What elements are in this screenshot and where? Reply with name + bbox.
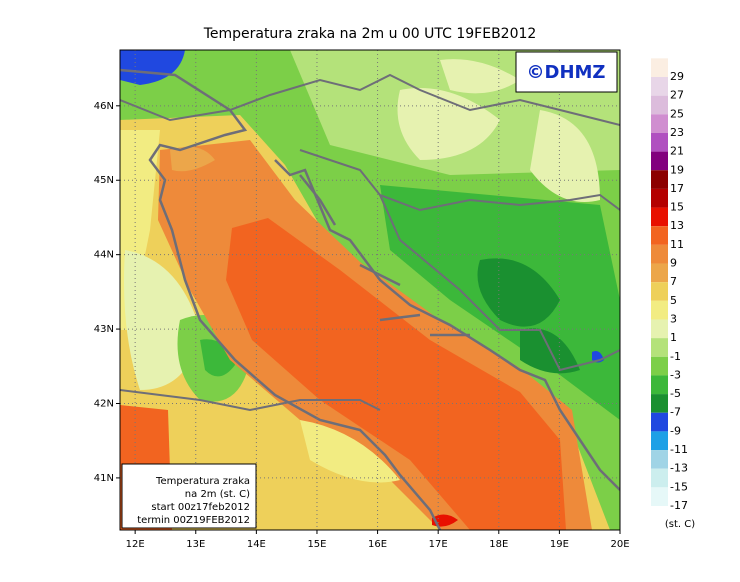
colorbar-label: -9 bbox=[670, 424, 681, 437]
colorbar-swatch bbox=[651, 450, 668, 469]
x-tick-label: 12E bbox=[126, 539, 145, 550]
colorbar-label: 15 bbox=[670, 201, 684, 214]
y-tick-label: 42N bbox=[94, 398, 114, 409]
colorbar-swatch bbox=[651, 207, 668, 227]
x-tick-label: 16E bbox=[368, 539, 387, 550]
x-tick-label: 15E bbox=[307, 539, 326, 550]
temperature-field bbox=[120, 50, 620, 530]
colorbar: 29 27 25 23 21 19 17 15 13 11 9 7 5 3 1 -1 -3 -5 -7 -9 -11 -1… bbox=[651, 58, 688, 525]
info-line: Temperatura zraka bbox=[155, 476, 250, 487]
axes: 12E 13E 14E 15E 16E 17E 18E 19E 20E 41N 42N 43N 44N 4… bbox=[94, 50, 630, 550]
colorbar-swatch bbox=[651, 412, 668, 432]
info-line: start 00z17feb2012 bbox=[151, 502, 250, 513]
map-title: Temperatura zraka na 2m u 00 UTC 19FEB20… bbox=[203, 26, 537, 42]
colorbar-label: -11 bbox=[670, 443, 688, 456]
colorbar-swatch bbox=[651, 319, 668, 339]
colorbar-swatch bbox=[651, 487, 668, 506]
colorbar-label: -7 bbox=[670, 406, 681, 419]
temperature-region bbox=[432, 514, 458, 527]
colorbar-label: 13 bbox=[670, 219, 684, 232]
colorbar-swatch bbox=[651, 114, 668, 133]
colorbar-swatch bbox=[651, 77, 668, 96]
info-lines: Temperatura zraka na 2m (st. C) start 00z1… bbox=[137, 476, 250, 526]
colorbar-swatch bbox=[651, 300, 668, 320]
y-tick-label: 41N bbox=[94, 473, 114, 484]
colorbar-label: 9 bbox=[670, 257, 677, 270]
colorbar-swatch bbox=[651, 468, 668, 488]
colorbar-swatch bbox=[651, 431, 668, 451]
info-box bbox=[121, 463, 257, 529]
x-tick-label: 18E bbox=[489, 539, 508, 550]
border-bosnia bbox=[379, 194, 620, 372]
colorbar-swatch bbox=[651, 188, 668, 208]
x-tick-label: 14E bbox=[247, 539, 266, 550]
temperature-region bbox=[397, 88, 500, 160]
colorbar-label: -1 bbox=[670, 350, 681, 363]
colorbar-swatch bbox=[651, 338, 668, 357]
copyright-box bbox=[515, 51, 618, 93]
temperature-region bbox=[477, 258, 560, 327]
border-north bbox=[120, 73, 620, 126]
colorbar-label: -15 bbox=[670, 480, 688, 493]
colorbar-swatch bbox=[651, 375, 668, 395]
colorbar-label: 21 bbox=[670, 145, 684, 158]
colorbar-label: 7 bbox=[670, 275, 677, 288]
y-tick-label: 45N bbox=[94, 175, 114, 186]
colorbar-swatch bbox=[651, 170, 668, 189]
temperature-region bbox=[530, 110, 600, 202]
y-tick-label: 44N bbox=[94, 250, 114, 261]
colorbar-swatch bbox=[651, 263, 668, 283]
colorbar-label: 11 bbox=[670, 238, 684, 251]
y-tick-label: 43N bbox=[94, 324, 114, 335]
copyright: ©DHMZ bbox=[527, 62, 606, 83]
colorbar-label: -13 bbox=[670, 462, 688, 475]
coastlines bbox=[120, 68, 620, 530]
info-line: termin 00Z19FEB2012 bbox=[137, 515, 250, 526]
colorbar-swatch bbox=[651, 244, 668, 264]
colorbar-label: 19 bbox=[670, 163, 684, 176]
map-frame bbox=[119, 49, 621, 531]
colorbar-swatch bbox=[651, 356, 668, 376]
x-tick-label: 17E bbox=[429, 539, 448, 550]
temperature-region bbox=[440, 59, 520, 94]
colorbar-label: 5 bbox=[670, 294, 677, 307]
colorbar-label: 27 bbox=[670, 89, 684, 102]
islands bbox=[299, 174, 470, 337]
colorbar-swatch bbox=[651, 132, 668, 152]
colorbar-swatch bbox=[651, 394, 668, 413]
colorbar-label: 1 bbox=[670, 331, 677, 344]
temperature-region bbox=[226, 218, 566, 530]
colorbar-swatch bbox=[651, 506, 668, 525]
colorbar-label: -5 bbox=[670, 387, 681, 400]
info-line: na 2m (st. C) bbox=[185, 489, 250, 500]
coastline-italy bbox=[120, 68, 442, 530]
colorbar-label: 29 bbox=[670, 70, 684, 83]
temperature-region bbox=[120, 50, 185, 85]
temperature-region bbox=[170, 146, 215, 172]
x-tick-label: 13E bbox=[186, 539, 205, 550]
colorbar-label: -17 bbox=[670, 499, 688, 512]
colorbar-label: -3 bbox=[670, 368, 681, 381]
colorbar-unit: (st. C) bbox=[665, 519, 695, 530]
coastline-south bbox=[120, 389, 381, 412]
colorbar-label: 3 bbox=[670, 312, 677, 325]
colorbar-label: 17 bbox=[670, 182, 684, 195]
border-croatia bbox=[299, 149, 620, 212]
temperature-region bbox=[300, 420, 400, 483]
colorbar-swatch bbox=[651, 151, 668, 171]
colorbar-label: 23 bbox=[670, 126, 684, 139]
colorbar-swatch bbox=[651, 282, 668, 301]
colorbar-swatch bbox=[651, 226, 668, 245]
colorbar-swatch bbox=[651, 58, 668, 77]
x-tick-label: 20E bbox=[610, 539, 629, 550]
x-tick-label: 19E bbox=[550, 539, 569, 550]
colorbar-label: 25 bbox=[670, 107, 684, 120]
colorbar-swatch bbox=[651, 95, 668, 115]
y-tick-label: 46N bbox=[94, 101, 114, 112]
